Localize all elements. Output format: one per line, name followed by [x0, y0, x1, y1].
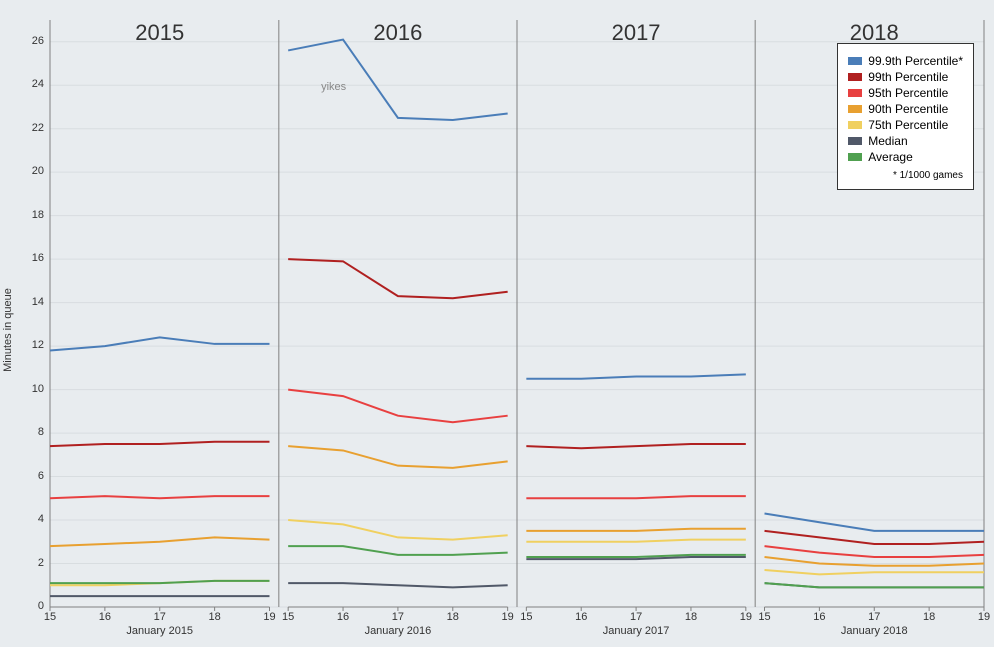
legend-item: 99.9th Percentile* — [848, 54, 963, 68]
y-tick-label: 24 — [20, 78, 44, 90]
x-tick-label: 17 — [864, 611, 884, 623]
legend-label: 99.9th Percentile* — [868, 54, 963, 68]
series-line — [765, 557, 984, 566]
series-line — [288, 546, 507, 555]
legend-label: Median — [868, 134, 907, 148]
legend: 99.9th Percentile* 99th Percentile 95th Pe… — [837, 43, 974, 190]
series-line — [288, 520, 507, 540]
series-line — [526, 496, 745, 498]
series-line — [765, 583, 984, 587]
series-line — [288, 259, 507, 298]
y-tick-label: 18 — [20, 209, 44, 221]
x-tick-label: 15 — [516, 611, 536, 623]
series-line — [765, 531, 984, 544]
x-tick-label: 19 — [259, 611, 279, 623]
x-axis-label: January 2016 — [348, 625, 448, 637]
y-tick-label: 26 — [20, 35, 44, 47]
series-line — [765, 546, 984, 557]
x-tick-label: 17 — [388, 611, 408, 623]
y-tick-label: 14 — [20, 296, 44, 308]
series-line — [50, 496, 269, 498]
series-line — [288, 390, 507, 423]
y-tick-label: 10 — [20, 383, 44, 395]
y-tick-label: 22 — [20, 122, 44, 134]
legend-item: Average — [848, 150, 963, 164]
x-tick-label: 16 — [571, 611, 591, 623]
series-line — [50, 337, 269, 350]
x-tick-label: 15 — [40, 611, 60, 623]
legend-item: Median — [848, 134, 963, 148]
x-tick-label: 18 — [681, 611, 701, 623]
legend-label: 99th Percentile — [868, 70, 948, 84]
series-line — [288, 583, 507, 587]
chart-container: Minutes in queue 99.9th Percentile* 99th … — [0, 0, 994, 647]
x-tick-label: 18 — [443, 611, 463, 623]
legend-label: 90th Percentile — [868, 102, 948, 116]
legend-swatch — [848, 121, 862, 129]
legend-swatch — [848, 89, 862, 97]
x-axis-label: January 2017 — [586, 625, 686, 637]
x-tick-label: 18 — [919, 611, 939, 623]
legend-item: 95th Percentile — [848, 86, 963, 100]
y-tick-label: 12 — [20, 339, 44, 351]
x-tick-label: 19 — [736, 611, 756, 623]
series-line — [50, 581, 269, 583]
legend-label: 95th Percentile — [868, 86, 948, 100]
series-line — [50, 537, 269, 546]
x-tick-label: 19 — [498, 611, 518, 623]
x-tick-label: 17 — [150, 611, 170, 623]
x-axis-label: January 2018 — [824, 625, 924, 637]
x-axis-label: January 2015 — [110, 625, 210, 637]
x-tick-label: 16 — [333, 611, 353, 623]
panel-title: 2018 — [844, 20, 904, 46]
x-tick-label: 15 — [278, 611, 298, 623]
series-line — [526, 374, 745, 378]
x-tick-label: 18 — [205, 611, 225, 623]
y-tick-label: 4 — [20, 513, 44, 525]
series-line — [765, 514, 984, 531]
x-tick-label: 16 — [95, 611, 115, 623]
series-line — [526, 444, 745, 448]
y-tick-label: 20 — [20, 165, 44, 177]
panel-title: 2017 — [606, 20, 666, 46]
legend-item: 99th Percentile — [848, 70, 963, 84]
y-axis-label: Minutes in queue — [2, 288, 14, 372]
series-line — [50, 442, 269, 446]
series-line — [526, 540, 745, 542]
plot-area: 99.9th Percentile* 99th Percentile 95th Pe… — [50, 20, 984, 607]
legend-swatch — [848, 73, 862, 81]
y-tick-label: 2 — [20, 557, 44, 569]
x-tick-label: 17 — [626, 611, 646, 623]
legend-swatch — [848, 153, 862, 161]
annotation: yikes — [321, 81, 346, 93]
x-tick-label: 15 — [755, 611, 775, 623]
legend-swatch — [848, 105, 862, 113]
legend-item: 90th Percentile — [848, 102, 963, 116]
y-tick-label: 6 — [20, 470, 44, 482]
legend-item: 75th Percentile — [848, 118, 963, 132]
legend-swatch — [848, 57, 862, 65]
series-line — [526, 529, 745, 531]
panel-title: 2015 — [130, 20, 190, 46]
y-tick-label: 8 — [20, 426, 44, 438]
panel-title: 2016 — [368, 20, 428, 46]
legend-swatch — [848, 137, 862, 145]
legend-note: * 1/1000 games — [848, 170, 963, 181]
y-tick-label: 16 — [20, 252, 44, 264]
series-line — [288, 446, 507, 468]
x-tick-label: 19 — [974, 611, 994, 623]
x-tick-label: 16 — [809, 611, 829, 623]
legend-label: Average — [868, 150, 912, 164]
series-line — [765, 570, 984, 574]
series-line — [288, 40, 507, 120]
legend-label: 75th Percentile — [868, 118, 948, 132]
